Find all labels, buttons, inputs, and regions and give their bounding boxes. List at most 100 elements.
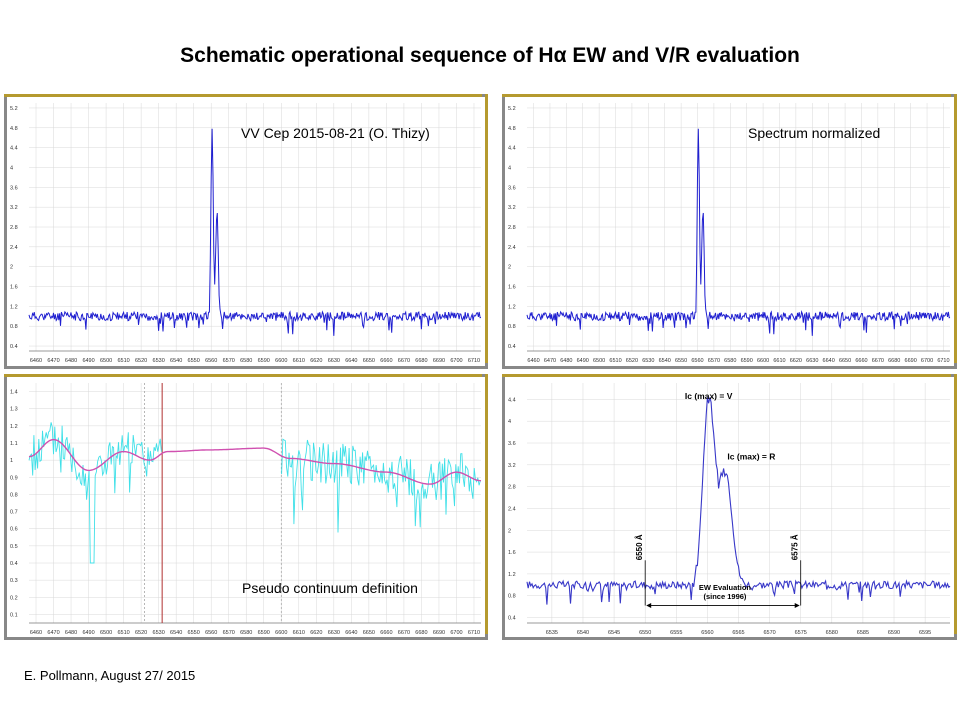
x-tick-label: 6460: [30, 630, 42, 636]
x-tick-label: 6670: [398, 630, 410, 636]
x-tick-label: 6630: [328, 358, 340, 364]
x-tick-label: 6570: [708, 358, 720, 364]
y-tick-label: 0.6: [10, 527, 18, 533]
x-tick-label: 6540: [577, 630, 589, 636]
x-tick-label: 6520: [135, 630, 147, 636]
y-tick-label: 0.3: [10, 578, 18, 584]
spectrum-line: [28, 128, 482, 336]
x-tick-label: 6640: [823, 358, 835, 364]
x-tick-label: 6640: [345, 630, 357, 636]
x-tick-label: 6650: [363, 630, 375, 636]
arrow-head-left: [646, 603, 652, 609]
x-tick-label: 6550: [675, 358, 687, 364]
x-tick-label: 6460: [527, 358, 539, 364]
x-tick-label: 6710: [468, 358, 480, 364]
y-tick-label: 4: [508, 419, 511, 425]
x-tick-label: 6630: [806, 358, 818, 364]
x-tick-label: 6585: [857, 630, 869, 636]
x-tick-label: 6580: [240, 630, 252, 636]
x-tick-label: 6700: [921, 358, 933, 364]
x-tick-label: 6510: [117, 630, 129, 636]
x-tick-label: 6610: [293, 630, 305, 636]
right-bound-label: 6575 Å: [791, 534, 800, 560]
y-tick-label: 0.5: [10, 544, 18, 550]
x-tick-label: 6700: [450, 630, 462, 636]
x-tick-label: 6680: [415, 358, 427, 364]
x-tick-label: 6580: [240, 358, 252, 364]
x-tick-label: 6550: [188, 630, 200, 636]
y-tick-label: 2.8: [508, 485, 516, 491]
x-tick-label: 6520: [135, 358, 147, 364]
x-tick-label: 6460: [30, 358, 42, 364]
x-tick-label: 6560: [205, 358, 217, 364]
y-tick-label: 4.8: [508, 126, 516, 132]
y-tick-label: 1.2: [10, 424, 18, 430]
y-tick-label: 3.6: [508, 185, 516, 191]
x-tick-label: 6640: [345, 358, 357, 364]
r-peak-label: Ic (max) = R: [727, 451, 775, 461]
x-tick-label: 6620: [310, 630, 322, 636]
x-tick-label: 6500: [593, 358, 605, 364]
x-tick-label: 6570: [223, 630, 235, 636]
x-tick-label: 6560: [205, 630, 217, 636]
x-tick-label: 6530: [642, 358, 654, 364]
x-tick-label: 6540: [170, 358, 182, 364]
x-tick-label: 6660: [380, 358, 392, 364]
x-tick-label: 6670: [872, 358, 884, 364]
x-tick-label: 6660: [855, 358, 867, 364]
x-tick-label: 6560: [691, 358, 703, 364]
y-tick-label: 1.3: [10, 407, 18, 413]
y-tick-label: 1.2: [508, 572, 516, 578]
x-tick-label: 6580: [826, 630, 838, 636]
pseudo-continuum-chart: 6460 6470 6480 6490 6500 6510 6520 6530 6540 6550…: [10, 383, 482, 636]
y-tick-label: 0.8: [508, 324, 516, 330]
x-tick-label: 6600: [275, 630, 287, 636]
footer-credit: E. Pollmann, August 27/ 2015: [24, 668, 196, 683]
x-tick-label: 6680: [888, 358, 900, 364]
x-tick-label: 6650: [363, 358, 375, 364]
h-alpha-profile-line: [526, 397, 951, 605]
y-tick-label: 0.4: [508, 616, 516, 622]
x-tick-label: 6610: [293, 358, 305, 364]
spectrum-line: [526, 128, 951, 336]
y-tick-label: 4.4: [508, 397, 516, 403]
y-tick-label: 2.8: [10, 225, 18, 231]
y-tick-label: 1.6: [508, 550, 516, 556]
y-tick-label: 1: [10, 458, 13, 464]
x-tick-label: 6550: [639, 630, 651, 636]
x-tick-label: 6690: [433, 630, 445, 636]
slide-title: Schematic operational sequence of Hα EW …: [180, 44, 800, 67]
y-tick-label: 0.1: [10, 612, 18, 618]
y-tick-label: 1.6: [10, 285, 18, 291]
x-tick-label: 6545: [608, 630, 620, 636]
x-tick-label: 6470: [47, 358, 59, 364]
pseudo-continuum-panel: 6460 6470 6480 6490 6500 6510 6520 6530 6540 6550…: [4, 374, 488, 640]
x-tick-label: 6555: [670, 630, 682, 636]
x-tick-label: 6535: [546, 630, 558, 636]
x-tick-label: 6690: [905, 358, 917, 364]
x-tick-label: 6565: [732, 630, 744, 636]
panel-title-pseudo: Pseudo continuum definition: [242, 580, 418, 596]
y-tick-label: 1.4: [10, 390, 18, 396]
x-tick-label: 6600: [275, 358, 287, 364]
x-tick-label: 6490: [82, 630, 94, 636]
y-tick-label: 1.2: [508, 304, 516, 310]
x-tick-label: 6600: [757, 358, 769, 364]
raw-spectrum-panel: 6460 6470 6480 6490 6500 6510 6520 6530 6540 6550…: [4, 94, 488, 369]
continuum-fit-line: [28, 438, 482, 485]
ew-evaluation-label: EW Evaluation: [699, 583, 752, 592]
y-tick-label: 2.8: [508, 225, 516, 231]
left-bound-label: 6550 Å: [635, 534, 644, 560]
x-tick-label: 6650: [839, 358, 851, 364]
y-tick-label: 0.8: [10, 324, 18, 330]
ew-evaluation-chart: 6535 6540 6545 6550 6555 6560 6565 6570 6575 6580…: [508, 383, 951, 636]
x-tick-label: 6610: [773, 358, 785, 364]
x-tick-label: 6490: [577, 358, 589, 364]
x-tick-label: 6470: [544, 358, 556, 364]
y-tick-label: 3.2: [508, 205, 516, 211]
x-tick-label: 6570: [763, 630, 775, 636]
y-tick-label: 2: [10, 265, 13, 271]
x-tick-label: 6480: [65, 358, 77, 364]
x-tick-label: 6510: [609, 358, 621, 364]
x-tick-label: 6595: [919, 630, 931, 636]
